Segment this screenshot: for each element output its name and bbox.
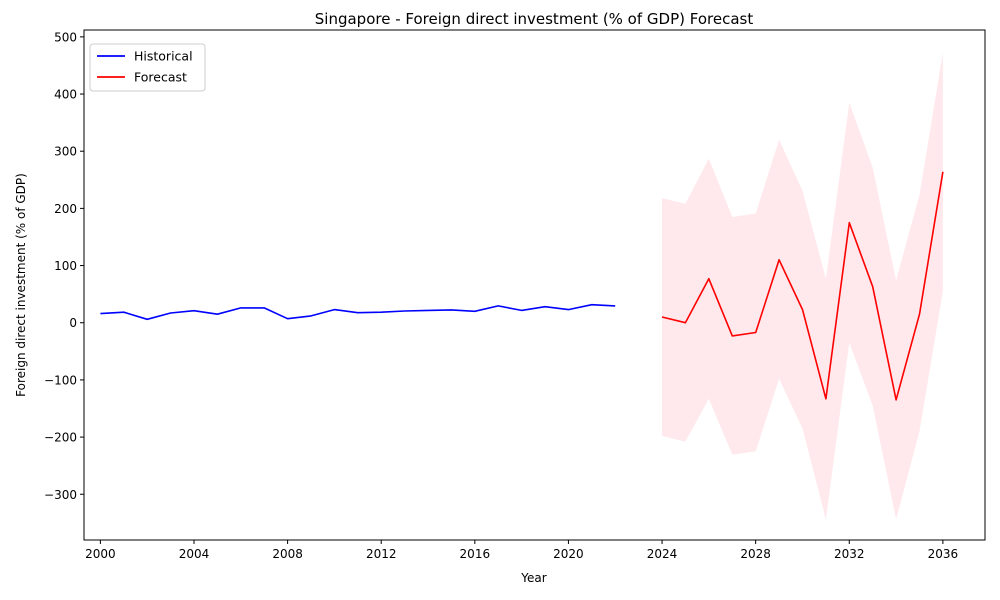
x-axis-ticks: 2000 2004 2008 2012 2016 2020 2024 2028 2032 2036: [85, 540, 958, 561]
historical-point: [614, 304, 617, 307]
historical-point: [216, 313, 219, 316]
forecast-point: [895, 398, 898, 401]
historical-point: [380, 311, 383, 314]
historical-point: [239, 306, 242, 309]
forecast-point: [871, 285, 874, 288]
forecast-point: [824, 397, 827, 400]
forecast-series-line: [661, 171, 944, 401]
y-tick-label: 400: [54, 88, 77, 102]
y-tick-label: 200: [54, 202, 77, 216]
y-tick-label: −200: [44, 431, 77, 445]
forecast-confidence-band: [662, 52, 943, 520]
historical-point: [286, 317, 289, 320]
confidence-band-layer: [662, 52, 943, 520]
historical-point: [427, 309, 430, 312]
x-tick-label: 2036: [928, 547, 959, 561]
forecast-point: [731, 334, 734, 337]
forecast-point: [684, 321, 687, 324]
x-tick-label: 2012: [366, 547, 397, 561]
historical-point: [310, 314, 313, 317]
historical-point: [403, 310, 406, 313]
x-axis-label: Year: [520, 571, 546, 585]
historical-point: [146, 318, 149, 321]
historical-point: [356, 311, 359, 314]
y-axis-label: Foreign direct investment (% of GDP): [14, 173, 28, 397]
forecast-point: [707, 277, 710, 280]
historical-point: [590, 303, 593, 306]
y-tick-label: 500: [54, 30, 77, 44]
x-tick-label: 2004: [179, 547, 210, 561]
y-axis-ticks: −300 −200 −100 0 100 200 300 400 500: [44, 30, 84, 502]
x-tick-label: 2032: [834, 547, 865, 561]
legend: Historical Forecast: [89, 43, 206, 92]
x-tick-label: 2000: [85, 547, 116, 561]
historical-series-line: [100, 303, 616, 321]
historical-point: [122, 311, 125, 314]
x-tick-label: 2008: [272, 547, 303, 561]
y-tick-label: 0: [69, 316, 77, 330]
forecast-point: [848, 221, 851, 224]
historical-point: [520, 309, 523, 312]
legend-historical-label: Historical: [134, 49, 193, 64]
historical-point: [450, 308, 453, 311]
historical-point: [193, 309, 196, 312]
historical-point: [497, 304, 500, 307]
legend-forecast-label: Forecast: [134, 70, 187, 85]
forecast-point: [661, 316, 664, 319]
series-lines-layer: [99, 170, 944, 401]
historical-point: [544, 305, 547, 308]
historical-point: [99, 312, 102, 315]
forecast-point: [941, 170, 944, 173]
x-tick-label: 2028: [740, 547, 771, 561]
x-tick-label: 2016: [460, 547, 491, 561]
x-tick-label: 2020: [553, 547, 584, 561]
historical-point: [263, 306, 266, 309]
historical-point: [473, 310, 476, 313]
chart-title: Singapore - Foreign direct investment (%…: [315, 10, 754, 28]
historical-point: [169, 312, 172, 315]
y-tick-label: 300: [54, 145, 77, 159]
forecast-point: [801, 308, 804, 311]
x-tick-label: 2024: [647, 547, 678, 561]
forecast-point: [754, 331, 757, 334]
historical-point: [333, 308, 336, 311]
historical-point: [567, 308, 570, 311]
y-tick-label: −100: [44, 373, 77, 387]
forecast-point: [918, 313, 921, 316]
forecast-point: [778, 258, 781, 261]
y-tick-label: 100: [54, 259, 77, 273]
y-tick-label: −300: [44, 488, 77, 502]
plot-area-frame: [83, 29, 986, 541]
